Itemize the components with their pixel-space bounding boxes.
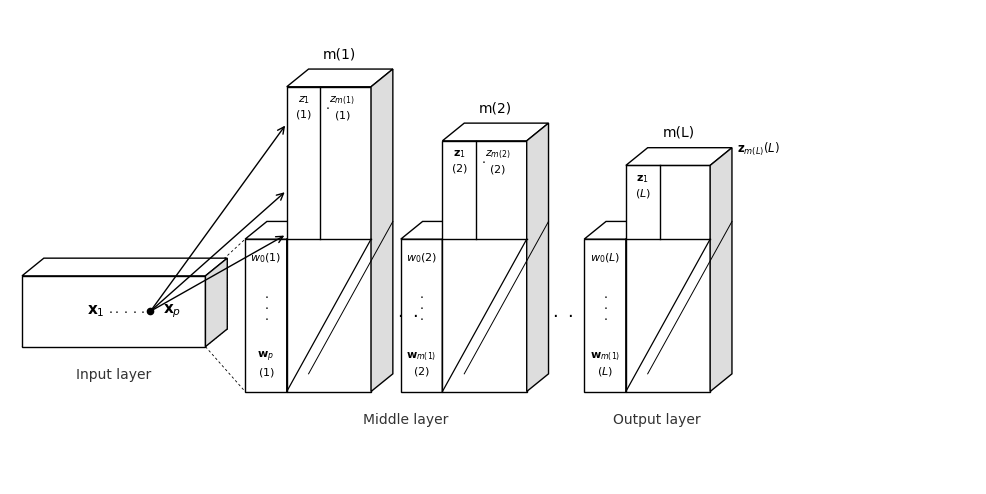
- Polygon shape: [22, 276, 205, 347]
- Text: $w_0(2)$: $w_0(2)$: [406, 251, 437, 264]
- Polygon shape: [246, 239, 287, 392]
- Text: $\cdot\ \cdot$: $\cdot\ \cdot$: [396, 306, 418, 325]
- Polygon shape: [443, 221, 464, 392]
- Polygon shape: [371, 69, 392, 392]
- Polygon shape: [287, 221, 309, 392]
- Text: m(2): m(2): [479, 101, 512, 115]
- Polygon shape: [585, 221, 648, 239]
- Text: $\cdot\ \cdot$: $\cdot\ \cdot$: [552, 306, 573, 325]
- Text: Output layer: Output layer: [613, 413, 701, 427]
- Text: $z_1$
$(1)$: $z_1$ $(1)$: [295, 95, 312, 122]
- Text: $w_0(1)$: $w_0(1)$: [250, 251, 282, 264]
- Text: $\mathbf{w}_{m(1)}$
$(L)$: $\mathbf{w}_{m(1)}$ $(L)$: [590, 350, 620, 377]
- Text: $z_{m(2)}$
$(2)$: $z_{m(2)}$ $(2)$: [485, 149, 511, 176]
- Text: $\mathbf{x}_1$: $\mathbf{x}_1$: [87, 303, 105, 319]
- Text: $\mathbf{w}_p$
$(1)$: $\mathbf{w}_p$ $(1)$: [257, 349, 274, 378]
- Polygon shape: [626, 148, 732, 165]
- Polygon shape: [22, 258, 227, 276]
- Polygon shape: [527, 123, 548, 392]
- Text: $\cdot$
$\cdot$
$\cdot$: $\cdot$ $\cdot$ $\cdot$: [263, 290, 268, 325]
- Text: $\cdot$
$\cdot$
$\cdot$: $\cdot$ $\cdot$ $\cdot$: [602, 290, 607, 325]
- Polygon shape: [246, 221, 309, 239]
- Text: $\cdot$: $\cdot$: [481, 155, 486, 167]
- Text: $\mathbf{z}_1$
$(L)$: $\mathbf{z}_1$ $(L)$: [635, 173, 651, 200]
- Polygon shape: [287, 69, 392, 87]
- Text: $\mathbf{z}_1$
$(2)$: $\mathbf{z}_1$ $(2)$: [451, 149, 467, 175]
- Polygon shape: [443, 141, 527, 392]
- Polygon shape: [626, 221, 648, 392]
- Text: m(1): m(1): [323, 47, 356, 61]
- Polygon shape: [205, 258, 227, 347]
- Text: $\mathbf{w}_{m(1)}$
$(2)$: $\mathbf{w}_{m(1)}$ $(2)$: [406, 350, 437, 377]
- Text: $\cdot$: $\cdot$: [325, 100, 330, 114]
- Text: $\cdot\cdot\cdot\cdot\cdot$: $\cdot\cdot\cdot\cdot\cdot$: [108, 305, 146, 318]
- Polygon shape: [443, 123, 548, 141]
- Polygon shape: [585, 239, 626, 392]
- Text: $\cdot$
$\cdot$
$\cdot$: $\cdot$ $\cdot$ $\cdot$: [419, 290, 424, 325]
- Polygon shape: [400, 221, 464, 239]
- Text: $z_{m(1)}$
$(1)$: $z_{m(1)}$ $(1)$: [329, 95, 355, 122]
- Polygon shape: [287, 87, 371, 392]
- Text: $\mathbf{z}_{m(L)}(L)$: $\mathbf{z}_{m(L)}(L)$: [737, 141, 780, 159]
- Text: $\mathbf{x}_p$: $\mathbf{x}_p$: [164, 302, 181, 320]
- Text: m(L): m(L): [663, 126, 695, 140]
- Polygon shape: [710, 148, 732, 392]
- Text: $w_0(L)$: $w_0(L)$: [590, 251, 620, 264]
- Polygon shape: [400, 239, 443, 392]
- Text: Input layer: Input layer: [76, 368, 152, 382]
- Text: Middle layer: Middle layer: [363, 413, 449, 427]
- Polygon shape: [626, 165, 710, 392]
